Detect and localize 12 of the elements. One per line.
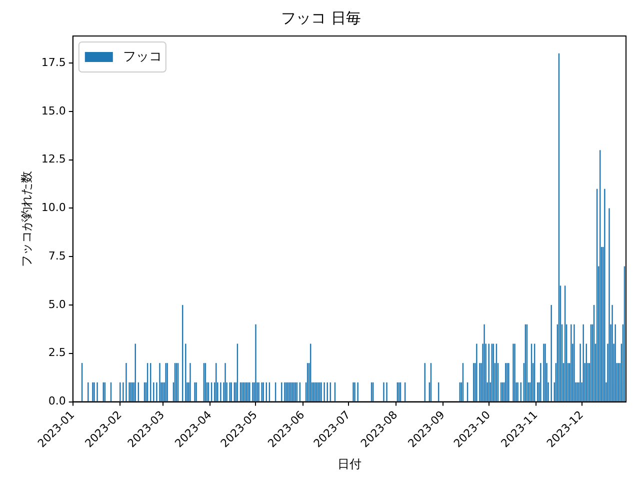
- y-tick-label: 2.5: [48, 346, 66, 360]
- y-tick-label: 17.5: [41, 56, 66, 69]
- y-tick-label: 12.5: [41, 152, 66, 166]
- x-axis-title: 日付: [337, 456, 362, 471]
- legend-label: フッコ: [122, 49, 162, 64]
- y-tick-label: 15.0: [41, 104, 66, 118]
- y-axis-title: フッコが釣れた数: [19, 170, 34, 267]
- y-tick-label: 0.0: [48, 394, 66, 408]
- y-tick-label: 5.0: [48, 298, 66, 311]
- chart-title: フッコ 日毎: [281, 8, 361, 27]
- y-tick-label: 7.5: [48, 249, 66, 262]
- y-tick-label: 10.0: [41, 201, 66, 214]
